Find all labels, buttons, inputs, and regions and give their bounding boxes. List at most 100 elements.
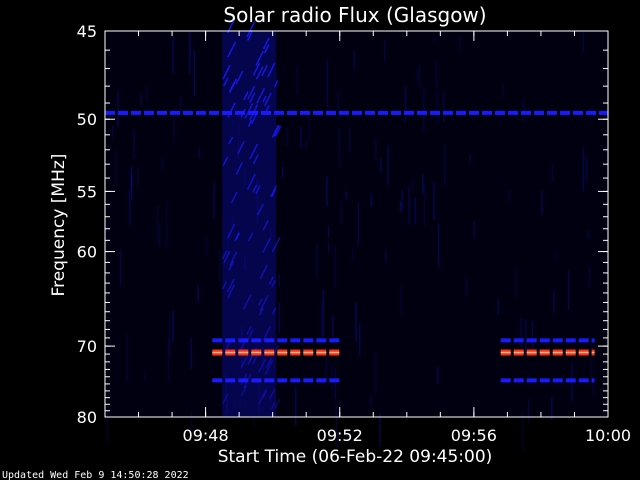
burst-striation bbox=[262, 326, 271, 341]
noise-streak bbox=[331, 364, 333, 391]
burst-striation bbox=[262, 37, 270, 50]
noise-streak bbox=[143, 371, 146, 383]
y-tick-label: 50 bbox=[77, 110, 97, 129]
noise-streak bbox=[553, 290, 555, 313]
burst-striation bbox=[222, 64, 231, 80]
burst-striation bbox=[229, 81, 236, 92]
noise-streak bbox=[334, 244, 336, 289]
noise-streak bbox=[326, 60, 328, 107]
burst-striation bbox=[249, 143, 259, 160]
y-tick-label: 80 bbox=[77, 408, 97, 427]
burst-striation bbox=[240, 354, 249, 368]
noise-streak bbox=[554, 250, 557, 262]
noise-streak bbox=[469, 154, 472, 164]
noise-streak bbox=[156, 206, 159, 245]
burst-striation bbox=[259, 294, 269, 312]
burst-striation bbox=[252, 354, 259, 365]
noise-streak bbox=[133, 130, 136, 158]
burst-striation bbox=[262, 95, 267, 103]
burst-striation bbox=[273, 80, 279, 88]
burst-striation bbox=[268, 388, 276, 400]
noise-streak bbox=[375, 351, 377, 394]
burst-striation bbox=[274, 399, 281, 409]
burst-striation bbox=[273, 125, 280, 137]
burst-striation bbox=[268, 276, 274, 286]
noise-streak bbox=[422, 174, 424, 195]
burst-striation bbox=[226, 284, 235, 299]
burst-striation bbox=[247, 232, 254, 242]
noise-streak bbox=[357, 202, 360, 246]
burst-striation bbox=[263, 44, 270, 54]
noise-streak bbox=[308, 117, 311, 141]
burst-striation bbox=[265, 360, 274, 375]
noise-streak bbox=[341, 201, 343, 225]
noise-streak bbox=[137, 168, 139, 186]
noise-streak bbox=[527, 399, 530, 424]
noise-streak bbox=[551, 396, 553, 421]
noise-streak bbox=[592, 375, 594, 394]
noise-streak bbox=[531, 320, 534, 352]
noise-streak bbox=[387, 145, 389, 186]
noise-streak bbox=[418, 64, 421, 89]
burst-striation bbox=[227, 41, 237, 58]
noise-streak bbox=[521, 411, 524, 450]
noise-streak bbox=[433, 182, 435, 221]
y-tick-label: 70 bbox=[77, 337, 97, 356]
noise-streak bbox=[327, 243, 330, 252]
burst-striation bbox=[271, 279, 276, 288]
noise-streak bbox=[190, 338, 192, 370]
burst-striation bbox=[237, 141, 245, 155]
burst-striation bbox=[246, 173, 256, 190]
burst-striation bbox=[240, 385, 248, 397]
burst-striation bbox=[274, 344, 280, 353]
burst-striation bbox=[270, 185, 278, 198]
noise-streak bbox=[179, 95, 182, 115]
burst-striation bbox=[262, 220, 269, 231]
noise-streak bbox=[473, 221, 475, 239]
noise-streak bbox=[114, 150, 117, 184]
noise-streak bbox=[434, 34, 436, 43]
burst-striation bbox=[255, 50, 264, 66]
burst-striation bbox=[235, 70, 244, 85]
noise-streak bbox=[172, 310, 174, 342]
noise-streak bbox=[585, 156, 587, 182]
burst-striation bbox=[265, 357, 273, 369]
noise-streak bbox=[582, 148, 584, 192]
x-tick-label: 09:48 bbox=[183, 426, 229, 445]
noise-streak bbox=[423, 184, 426, 226]
noise-streak bbox=[173, 117, 175, 144]
burst-striation bbox=[255, 66, 264, 80]
noise-streak bbox=[205, 234, 208, 256]
noise-streak bbox=[337, 91, 340, 119]
noise-streak bbox=[130, 166, 133, 189]
noise-streak bbox=[165, 202, 168, 249]
burst-striation bbox=[223, 77, 229, 87]
noise-streak bbox=[169, 312, 171, 355]
noise-streak bbox=[355, 302, 357, 342]
noise-streak bbox=[370, 193, 373, 207]
noise-streak bbox=[459, 36, 461, 50]
noise-streak bbox=[213, 182, 215, 219]
noise-streak bbox=[438, 223, 440, 268]
updated-timestamp: Updated Wed Feb 9 14:50:28 2022 bbox=[2, 470, 189, 480]
noise-streak bbox=[345, 191, 347, 200]
noise-streak bbox=[140, 93, 142, 106]
noise-streak bbox=[300, 127, 302, 148]
noise-streak bbox=[497, 298, 499, 315]
noise-streak bbox=[541, 190, 543, 215]
burst-striation bbox=[271, 236, 281, 253]
burst-striation bbox=[223, 250, 231, 264]
noise-streak bbox=[375, 138, 377, 161]
burst-striation bbox=[247, 85, 256, 100]
noise-streak bbox=[338, 128, 341, 168]
noise-streak bbox=[399, 201, 402, 213]
noise-streak bbox=[423, 87, 425, 132]
y-tick-label: 45 bbox=[77, 22, 97, 41]
x-tick-label: 10:00 bbox=[585, 426, 631, 445]
burst-striation bbox=[271, 307, 277, 315]
noise-streak bbox=[384, 249, 387, 263]
noise-streak bbox=[325, 354, 328, 381]
x-axis-label: Start Time (06-Feb-22 09:45:00) bbox=[218, 447, 493, 467]
noise-streak bbox=[520, 317, 522, 347]
noise-streak bbox=[351, 247, 354, 261]
